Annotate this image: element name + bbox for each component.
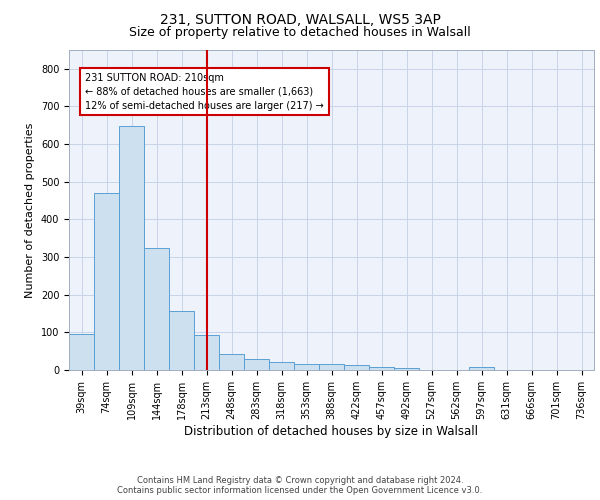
Bar — [319, 364, 344, 370]
Bar — [269, 362, 294, 370]
X-axis label: Distribution of detached houses by size in Walsall: Distribution of detached houses by size … — [185, 425, 479, 438]
Bar — [169, 310, 194, 370]
Bar — [144, 248, 169, 370]
Text: 231 SUTTON ROAD: 210sqm
← 88% of detached houses are smaller (1,663)
12% of semi: 231 SUTTON ROAD: 210sqm ← 88% of detache… — [85, 72, 324, 110]
Bar — [344, 364, 369, 370]
Bar — [369, 367, 394, 370]
Bar — [194, 335, 219, 370]
Bar — [469, 368, 494, 370]
Bar — [219, 354, 244, 370]
Text: 231, SUTTON ROAD, WALSALL, WS5 3AP: 231, SUTTON ROAD, WALSALL, WS5 3AP — [160, 12, 440, 26]
Bar — [394, 368, 419, 370]
Text: Size of property relative to detached houses in Walsall: Size of property relative to detached ho… — [129, 26, 471, 39]
Bar — [244, 360, 269, 370]
Y-axis label: Number of detached properties: Number of detached properties — [25, 122, 35, 298]
Bar — [94, 193, 119, 370]
Bar — [119, 126, 144, 370]
Bar — [69, 334, 94, 370]
Bar — [294, 364, 319, 370]
Text: Contains HM Land Registry data © Crown copyright and database right 2024.
Contai: Contains HM Land Registry data © Crown c… — [118, 476, 482, 495]
